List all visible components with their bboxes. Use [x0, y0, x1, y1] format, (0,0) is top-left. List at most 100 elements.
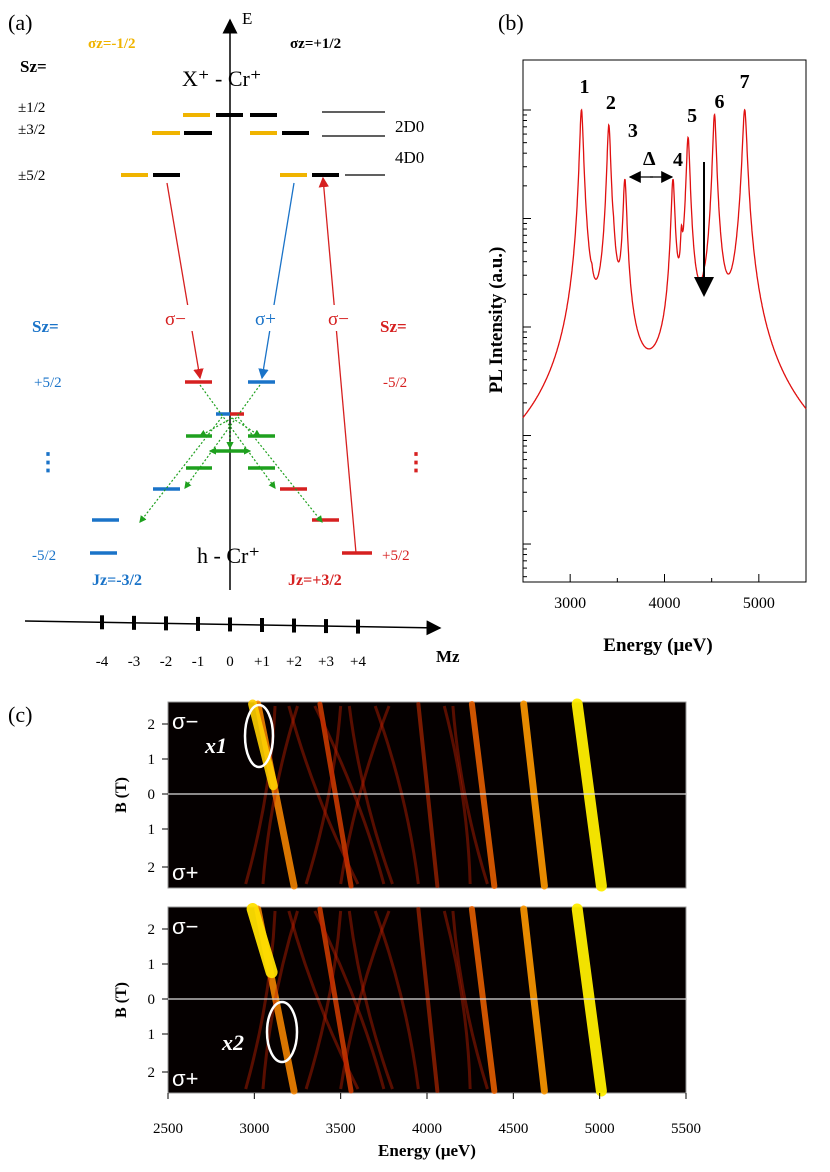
- jz-plus-label: Jz=+3/2: [288, 572, 342, 589]
- x-tick-label: 5000: [743, 595, 775, 612]
- mz-tick-label: 0: [226, 654, 234, 670]
- panel-a-level-diagram: (a) E σz=-1/2 σz=+1/2 Sz= X⁺ - Cr⁺ ±1/2 …: [8, 9, 460, 670]
- faint-emission-line: [451, 705, 489, 885]
- emission-line: [571, 698, 607, 892]
- peak-label: 2: [606, 92, 616, 114]
- sz-minus-5-2-blue: -5/2: [32, 548, 56, 564]
- x-ticks: 2500 3000 3500 4000 4500 5000 5500: [153, 1093, 701, 1137]
- faint-emission-line: [313, 910, 386, 1090]
- faint-emission-line: [244, 910, 277, 1090]
- label-bg: [322, 305, 364, 331]
- faint-emission-line: [287, 910, 360, 1090]
- x-axis-label: Energy (μeV): [378, 1141, 476, 1160]
- faint-emission-line: [373, 705, 420, 885]
- y-tick-label: 2: [148, 860, 156, 876]
- x-tick-label: 2500: [153, 1121, 183, 1137]
- mz-tick-label: -1: [192, 654, 205, 670]
- faint-emission-line: [442, 910, 472, 1090]
- sz-row-1: ±1/2: [18, 100, 45, 116]
- emission-line: [246, 903, 278, 979]
- pl-spectrum-line: [522, 108, 807, 418]
- emission-line: [468, 701, 498, 889]
- mz-tick-label: +3: [318, 654, 334, 670]
- emission-line: [317, 701, 354, 889]
- faint-emission-line: [287, 705, 360, 885]
- y-tick-label: 2: [148, 1065, 156, 1081]
- emission-line: [416, 702, 440, 888]
- heatmap-top: x1 σ− σ+ 2 1 0 1 2 B (T): [113, 698, 687, 892]
- axis-ticks: [522, 109, 807, 582]
- faint-emission-line: [347, 910, 394, 1090]
- heatmap-bottom: x2 σ− σ+ 2 1 0 1 2 B (T) 2500 3000 3500 4000 450…: [113, 903, 701, 1160]
- label-bg: [160, 305, 200, 331]
- y-tick-label: 2: [148, 717, 156, 733]
- heatmap-lines: [244, 903, 607, 1097]
- y-tick-label: 0: [148, 787, 156, 803]
- panel-b-label: (b): [498, 10, 524, 35]
- mz-ticks: -4 -3 -2 -1 0 +1 +2 +3 +4: [96, 615, 366, 670]
- energy-axis-label: E: [242, 9, 252, 28]
- y-axis-label: B (T): [113, 777, 130, 813]
- mz-tick-label: -4: [96, 654, 109, 670]
- y-axis-label: PL Intensity (a.u.): [486, 247, 507, 394]
- jz-minus-label: Jz=-3/2: [92, 572, 142, 589]
- faint-emission-line: [442, 705, 472, 885]
- x1-label: x1: [204, 733, 227, 758]
- faint-emission-line: [304, 910, 343, 1090]
- relaxation-arrow: [198, 417, 233, 437]
- sigma-minus-top-label: σ−: [172, 709, 198, 734]
- y-axis-label: B (T): [113, 982, 130, 1018]
- plot-frame: [522, 59, 807, 583]
- x2-label: x2: [221, 1030, 244, 1055]
- faint-emission-line: [373, 910, 420, 1090]
- hole-cr-levels: [90, 380, 372, 555]
- peak-label: 6: [714, 91, 724, 113]
- emission-line: [468, 906, 498, 1094]
- faint-emission-line: [261, 705, 299, 885]
- emission-line: [520, 700, 548, 890]
- mz-tick-label: +4: [350, 654, 366, 670]
- relaxation-arrow: [237, 416, 323, 523]
- emission-line: [416, 907, 440, 1093]
- sigma-plus-bottom-label: σ+: [172, 1066, 198, 1091]
- panel-a-label: (a): [8, 10, 32, 35]
- peak-label: 7: [740, 71, 750, 93]
- vertical-dots-red: ⋮: [404, 450, 428, 476]
- faint-emission-line: [347, 705, 394, 885]
- x1-annotation-ellipse: [243, 703, 275, 769]
- x2-annotation-ellipse: [265, 1000, 299, 1064]
- emission-line: [317, 906, 354, 1094]
- state-2d0: 2D0: [395, 117, 424, 136]
- transition-arrow-sigma-minus-right: [318, 176, 357, 554]
- peak-label: 1: [579, 76, 589, 98]
- sz-plus-5-2-blue: +5/2: [34, 375, 62, 391]
- x-tick-label: 5500: [671, 1121, 701, 1137]
- sigma-minus-label-right: σ−: [328, 309, 349, 330]
- y-ticks: 2 1 0 1 2: [148, 922, 168, 1081]
- sigma-z-minus-label: σz=-1/2: [88, 36, 136, 52]
- exciton-levels: [121, 111, 385, 177]
- relaxation-arrow: [231, 417, 262, 437]
- y-tick-label: 1: [148, 1027, 156, 1043]
- relaxation-arrow: [184, 384, 261, 489]
- label-bg: [252, 305, 292, 331]
- x-tick-label: 3000: [554, 595, 586, 612]
- sz-row-3: ±3/2: [18, 122, 45, 138]
- emission-line: [571, 903, 607, 1097]
- mz-axis: [24, 620, 442, 636]
- mz-tick-label: -3: [128, 654, 141, 670]
- y-tick-label: 1: [148, 957, 156, 973]
- faint-emission-line: [451, 910, 489, 1090]
- sigma-plus-bottom-label: σ+: [172, 860, 198, 885]
- sigma-minus-label: σ−: [165, 309, 186, 330]
- sz-label-top: Sz=: [20, 57, 47, 76]
- y-tick-label: 2: [148, 922, 156, 938]
- emission-line: [520, 905, 548, 1095]
- x-tick-label: 4000: [649, 595, 681, 612]
- peak-label: 5: [687, 105, 697, 127]
- sz-minus-5-2-red: -5/2: [383, 375, 407, 391]
- x-tick-label: 4000: [412, 1121, 442, 1137]
- x-tick-label: 3500: [326, 1121, 356, 1137]
